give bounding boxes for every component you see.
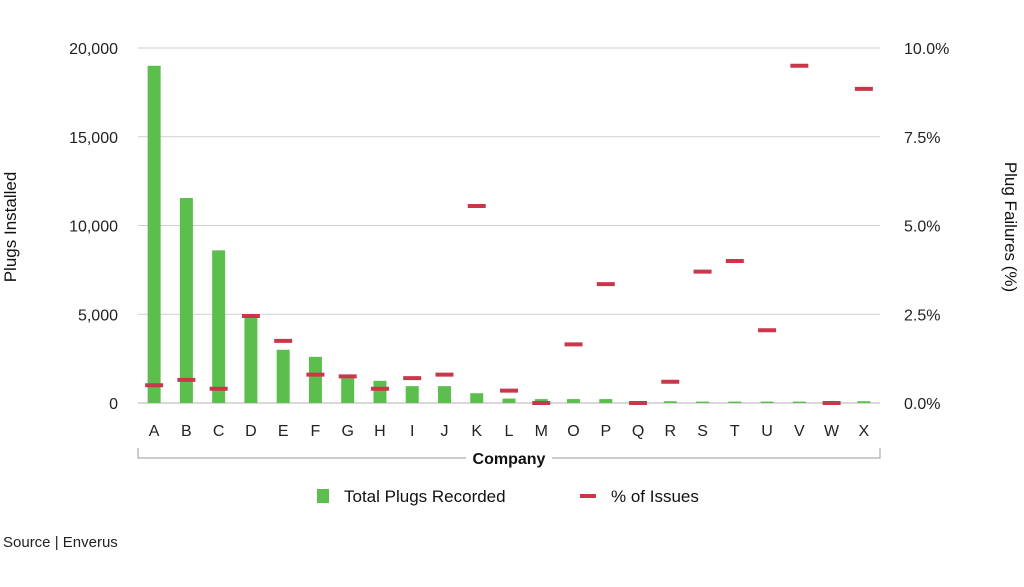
x-tick-label: R [665,423,677,440]
bar [696,401,710,403]
bar [567,399,581,403]
x-tick-label: U [761,423,773,440]
x-tick-label: G [341,423,353,440]
x-tick-label: Q [632,423,644,440]
bar [308,356,322,403]
y2-tick-label: 5.0% [904,219,940,236]
x-tick-label: T [730,423,740,440]
y-tick-label: 5,000 [78,307,118,324]
bar [760,401,774,403]
legend-label-bar: Total Plugs Recorded [344,487,506,506]
y-tick-label: 10,000 [69,219,118,236]
x-tick-label: V [794,423,805,440]
x-tick-label: D [245,423,257,440]
bar [244,316,258,403]
y2-tick-label: 10.0% [904,41,949,58]
x-tick-label: I [410,423,414,440]
bar [179,197,193,403]
legend-swatch-bar [317,489,329,503]
y-tick-label: 0 [109,396,118,413]
gridlines [138,47,880,404]
bar [147,65,161,403]
legend: Total Plugs Recorded % of Issues [317,487,699,506]
bar [470,393,484,403]
x-tick-label: K [471,423,482,440]
x-tick-label: X [859,423,870,440]
x-tick-label: O [567,423,579,440]
bar [857,401,871,403]
bar [792,401,806,403]
bar [373,380,387,403]
x-tick-label: H [374,423,386,440]
x-title-background [466,448,552,468]
bar [405,386,419,403]
marker-series [145,63,873,405]
bar [212,250,226,403]
x-tick-label: J [440,423,448,440]
source-note: Source | Enverus [3,534,118,551]
left-axis-ticks: 0 5,000 10,000 15,000 20,000 [69,41,118,413]
x-tick-label: S [697,423,708,440]
x-tick-label: F [311,423,321,440]
right-axis-ticks: 0.0% 2.5% 5.0% 7.5% 10.0% [904,41,949,413]
x-tick-label: E [278,423,289,440]
x-tick-label: B [181,423,192,440]
y2-tick-label: 0.0% [904,396,940,413]
bar [599,399,613,403]
bar [502,398,516,403]
x-tick-label: M [535,423,548,440]
x-tick-label: L [505,423,514,440]
bar [728,401,742,403]
bar [276,349,290,403]
bar [663,401,677,403]
bar [437,386,451,403]
x-axis-title: Company [473,451,546,468]
x-tick-label: P [600,423,611,440]
bar-series [147,65,871,403]
bar [341,378,355,403]
x-tick-label: C [213,423,225,440]
x-tick-label: A [149,423,160,440]
y-tick-label: 20,000 [69,41,118,58]
y2-tick-label: 2.5% [904,307,940,324]
y-tick-label: 15,000 [69,130,118,147]
x-tick-label: W [824,423,840,440]
legend-label-marker: % of Issues [611,487,699,506]
y2-tick-label: 7.5% [904,130,940,147]
y-axis-title: Plugs Installed [1,172,20,283]
y2-axis-title: Plug Failures (%) [1001,162,1020,292]
